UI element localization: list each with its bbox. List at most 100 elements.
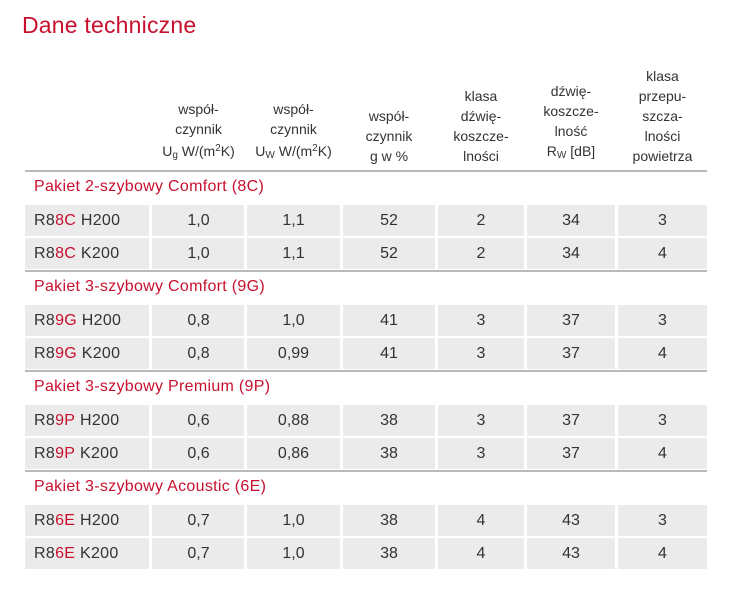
uw-cell: 0,86 — [277, 444, 310, 462]
column-divider — [244, 305, 247, 336]
header-air-line4: lności — [644, 128, 681, 144]
column-divider — [524, 505, 527, 536]
model-cell: R8 9P H200 — [34, 411, 120, 429]
column-divider — [244, 405, 247, 436]
column-divider — [524, 405, 527, 436]
table-header: współ- czynnik Ug W/(m2K) współ- czynnik… — [25, 60, 707, 170]
acoustic-class-cell: 3 — [476, 444, 486, 462]
section-label: Pakiet 3-szybowy Premium (9P) — [34, 378, 271, 395]
g-cell: 38 — [380, 511, 398, 529]
column-divider — [340, 305, 343, 336]
table-row: R8 6E K200 0,7 1,0 38 4 43 4 — [25, 538, 707, 569]
table-row: R8 6E H200 0,7 1,0 38 4 43 3 — [25, 505, 707, 536]
column-divider — [149, 505, 152, 536]
air-class-cell: 4 — [658, 444, 667, 462]
header-air-line3: szcza- — [642, 108, 683, 124]
column-divider — [340, 405, 343, 436]
column-divider — [615, 238, 618, 269]
header-acoustic-line4: lności — [463, 148, 499, 164]
section-label: Pakiet 2-szybowy Comfort (8C) — [34, 178, 265, 195]
column-divider — [244, 538, 247, 569]
rw-cell: 34 — [562, 244, 580, 262]
section-header: Pakiet 2-szybowy Comfort (8C) — [25, 170, 707, 205]
header-g-line2: czynnik — [365, 128, 413, 144]
model-cell: R8 6E K200 — [34, 544, 119, 562]
table-row: R8 9G H200 0,8 1,0 41 3 37 3 — [25, 305, 707, 336]
header-ug-unit: Ug W/(m2K) — [162, 143, 235, 161]
column-divider — [149, 438, 152, 469]
column-divider — [149, 538, 152, 569]
column-divider — [615, 538, 618, 569]
column-divider — [340, 338, 343, 369]
header-acoustic-line2: dźwię- — [460, 108, 502, 124]
ug-cell: 0,6 — [187, 411, 210, 429]
header-air-class: klasa przepu- szcza- lności powietrza — [618, 60, 707, 170]
column-divider — [435, 438, 438, 469]
section-label: Pakiet 3-szybowy Acoustic (6E) — [34, 478, 267, 495]
rw-cell: 37 — [562, 311, 580, 329]
g-cell: 41 — [380, 344, 398, 362]
air-class-cell: 3 — [658, 511, 667, 529]
g-cell: 38 — [380, 411, 398, 429]
column-divider — [524, 205, 527, 236]
acoustic-class-cell: 4 — [476, 544, 486, 562]
column-divider — [149, 238, 152, 269]
section-header: Pakiet 3-szybowy Acoustic (6E) — [25, 470, 707, 505]
header-acoustic-line3: koszcze- — [453, 128, 509, 144]
uw-cell: 0,99 — [277, 344, 310, 362]
column-divider — [340, 538, 343, 569]
header-uw-unit: UW W/(m2K) — [255, 143, 332, 161]
ug-cell: 0,7 — [187, 511, 210, 529]
header-rw-line1: dźwię- — [550, 83, 592, 99]
column-divider — [244, 238, 247, 269]
column-divider — [435, 538, 438, 569]
g-cell: 41 — [380, 311, 398, 329]
header-air-line5: powietrza — [632, 148, 693, 164]
header-g-line1: współ- — [368, 108, 410, 124]
uw-cell: 1,1 — [282, 244, 305, 262]
column-divider — [149, 205, 152, 236]
column-divider — [149, 305, 152, 336]
uw-cell: 0,88 — [277, 411, 310, 429]
column-divider — [435, 405, 438, 436]
column-divider — [435, 338, 438, 369]
column-divider — [244, 205, 247, 236]
column-divider — [149, 405, 152, 436]
section-header: Pakiet 3-szybowy Comfort (9G) — [25, 270, 707, 305]
table-row: R8 9P H200 0,6 0,88 38 3 37 3 — [25, 405, 707, 436]
column-divider — [524, 538, 527, 569]
rw-cell: 37 — [562, 411, 580, 429]
column-divider — [340, 505, 343, 536]
model-cell: R8 9G K200 — [34, 344, 121, 362]
ug-cell: 1,0 — [187, 244, 210, 262]
column-divider — [615, 205, 618, 236]
column-divider — [244, 338, 247, 369]
column-divider — [435, 238, 438, 269]
table-row: R8 8C H200 1,0 1,1 52 2 34 3 — [25, 205, 707, 236]
table-row: R8 8C K200 1,0 1,1 52 2 34 4 — [25, 238, 707, 269]
column-divider — [340, 438, 343, 469]
acoustic-class-cell: 3 — [476, 311, 486, 329]
page-title: Dane techniczne — [22, 12, 197, 38]
model-cell: R8 8C H200 — [34, 211, 121, 229]
header-ug-line1: współ- — [178, 101, 219, 117]
column-divider — [340, 238, 343, 269]
acoustic-class-cell: 2 — [476, 211, 486, 229]
column-divider — [524, 305, 527, 336]
header-acoustic-class: klasa dźwię- koszcze- lności — [438, 60, 524, 170]
uw-cell: 1,0 — [282, 544, 305, 562]
ug-cell: 1,0 — [187, 211, 210, 229]
model-cell: R8 6E H200 — [34, 511, 120, 529]
g-cell: 38 — [380, 444, 398, 462]
header-uw-line1: współ- — [273, 101, 314, 117]
header-ug-line2: czynnik — [175, 121, 222, 137]
header-air-line2: przepu- — [638, 88, 687, 104]
section-header: Pakiet 3-szybowy Premium (9P) — [25, 370, 707, 405]
air-class-cell: 3 — [658, 311, 667, 329]
header-rw-line2: koszcze- — [543, 103, 599, 119]
section-label: Pakiet 3-szybowy Comfort (9G) — [34, 278, 265, 295]
column-divider — [244, 505, 247, 536]
header-uw-line2: czynnik — [270, 121, 317, 137]
rw-cell: 37 — [562, 344, 580, 362]
g-cell: 52 — [380, 211, 398, 229]
